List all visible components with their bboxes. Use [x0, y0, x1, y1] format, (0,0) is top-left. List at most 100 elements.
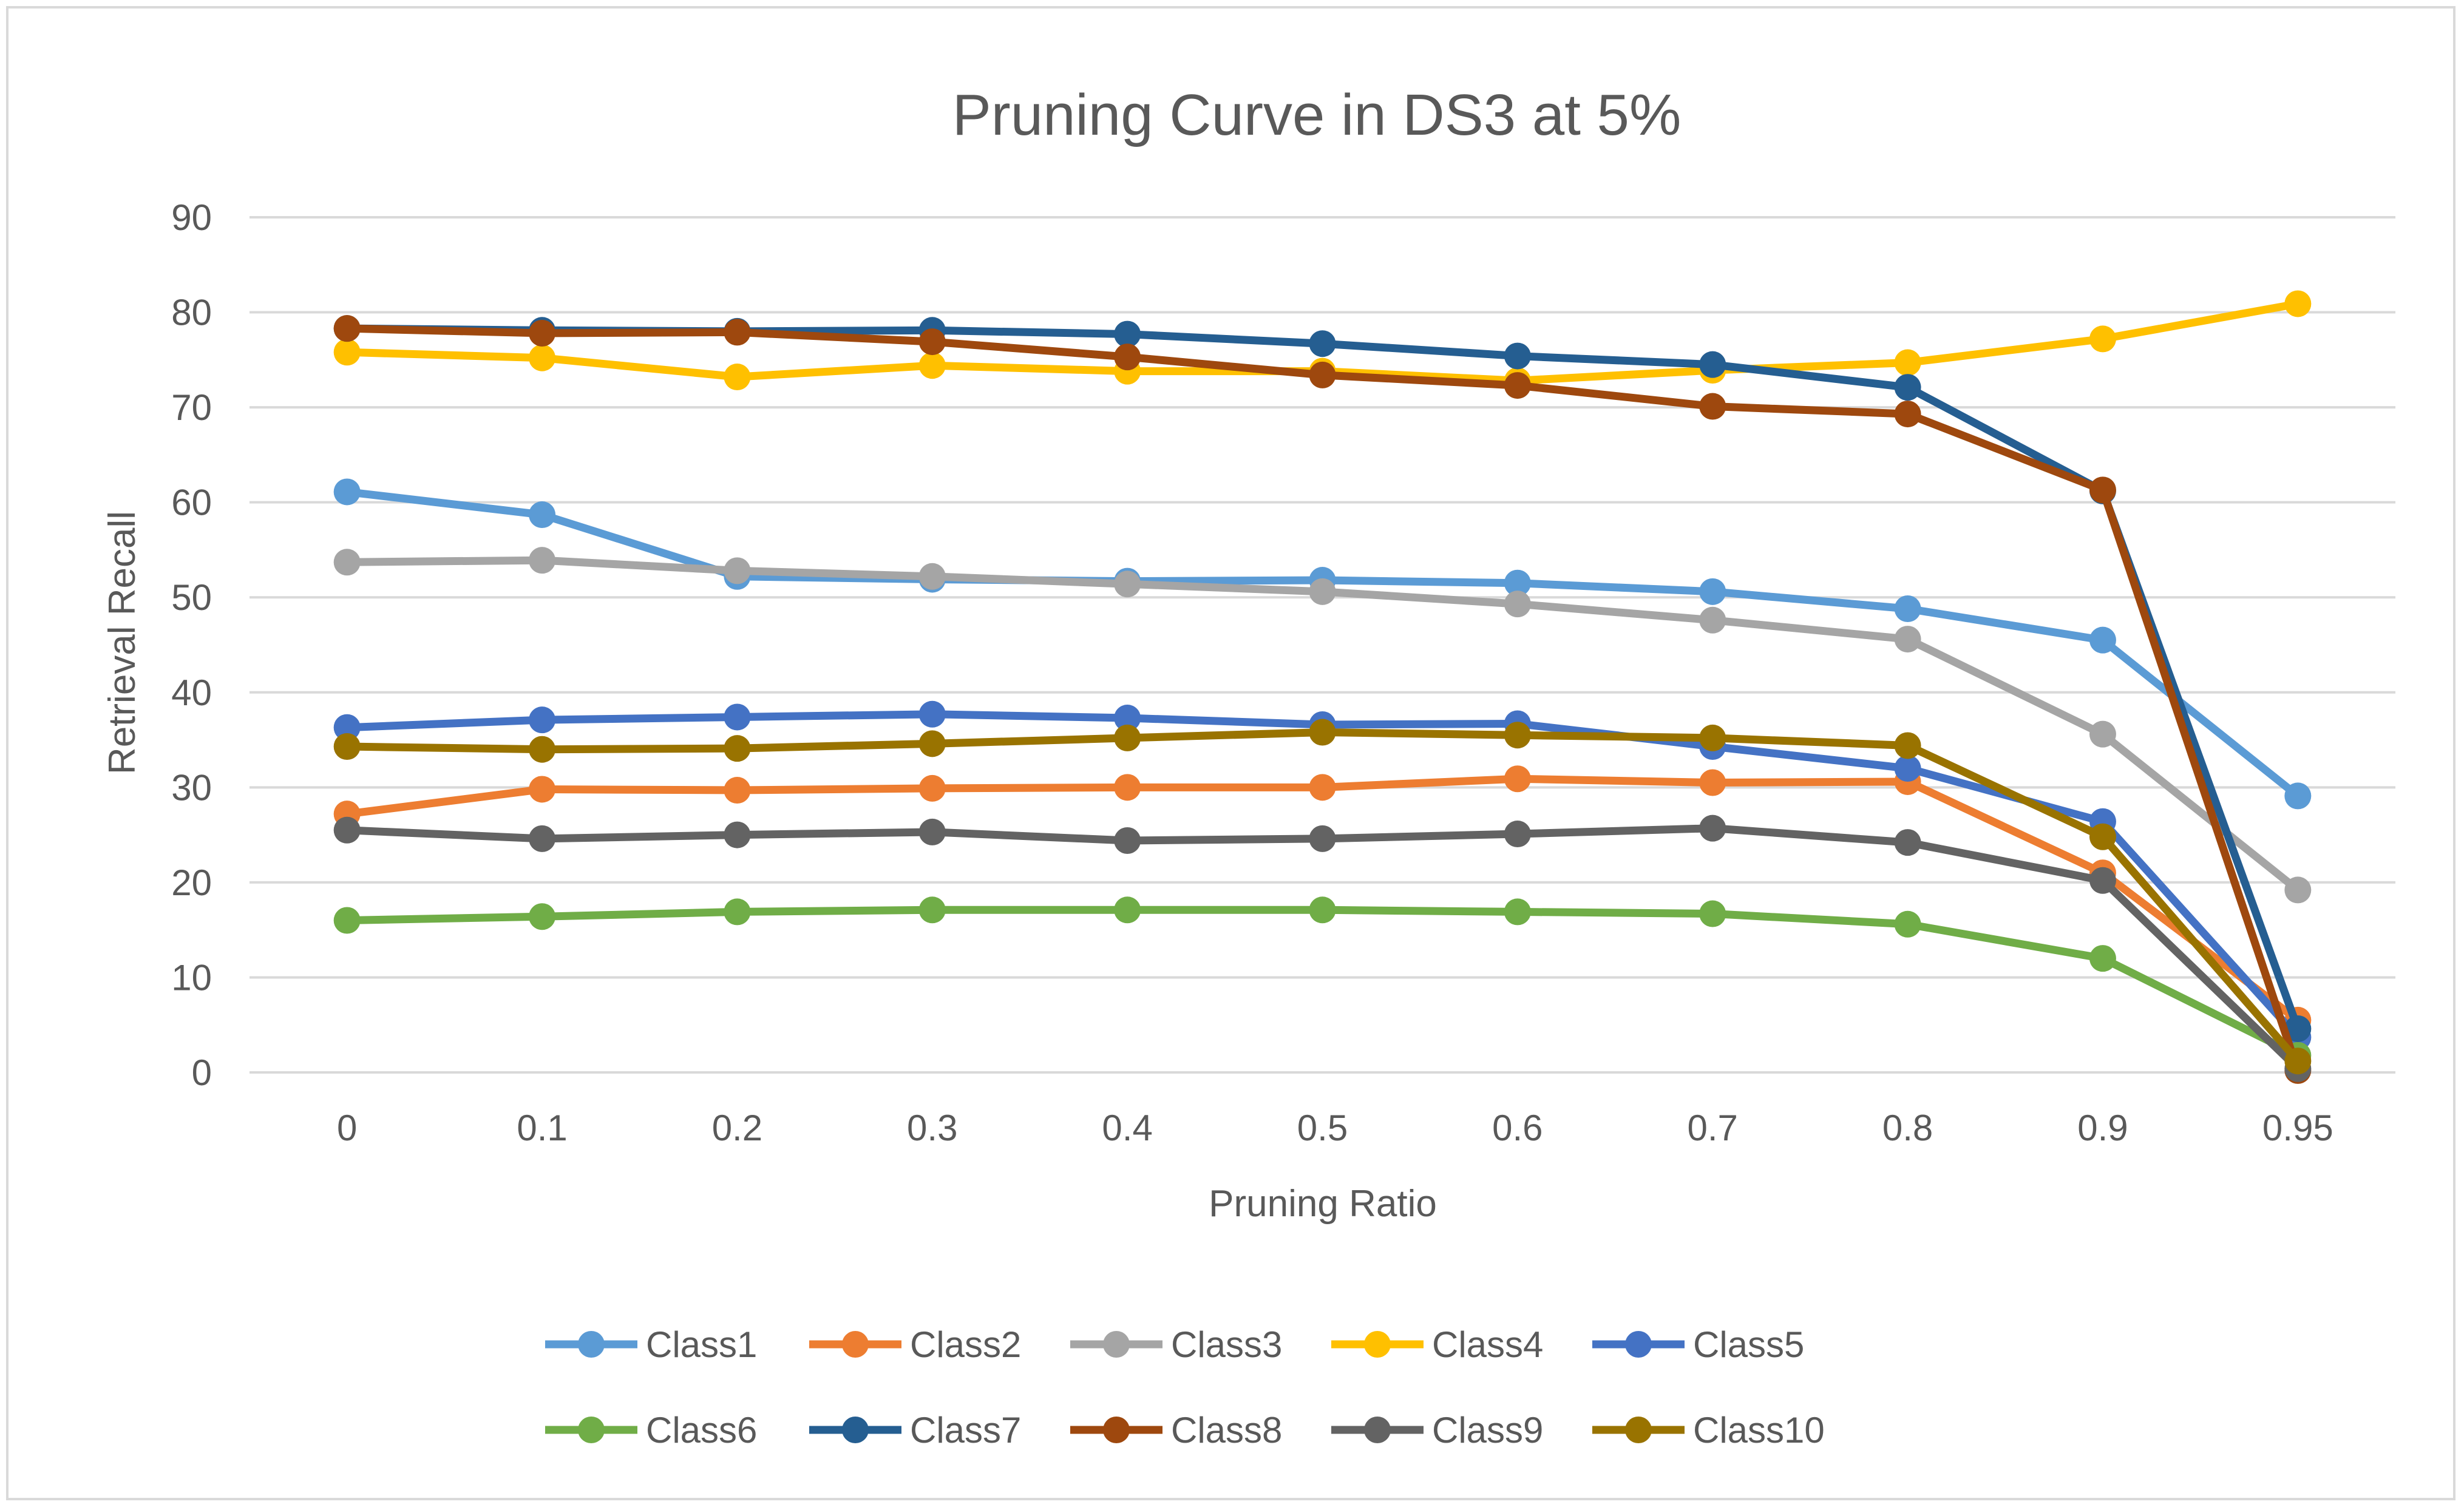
- data-point: [2284, 1015, 2312, 1042]
- series-line: [343, 906, 2302, 1060]
- legend-entry-class6: Class6: [545, 1410, 757, 1451]
- data-point: [2284, 1048, 2312, 1075]
- x-tick-label: 0.9: [2077, 1108, 2128, 1148]
- series-lines: [333, 290, 2312, 1084]
- series-class9: [333, 814, 2312, 1082]
- data-point: [2089, 945, 2116, 972]
- data-point: [724, 821, 751, 848]
- x-tick-label: 0.5: [1297, 1108, 1348, 1148]
- data-point: [1114, 827, 1141, 855]
- x-tick-label: 0.8: [1882, 1108, 1933, 1148]
- data-point: [529, 706, 556, 734]
- x-tick-label: 0.6: [1492, 1108, 1543, 1148]
- data-point: [2284, 290, 2312, 317]
- legend-entry-class5: Class5: [1592, 1324, 1804, 1365]
- data-point: [1504, 372, 1531, 399]
- data-point: [2089, 476, 2116, 504]
- legend-entry-class10: Class10: [1592, 1410, 1825, 1451]
- data-point: [724, 364, 751, 391]
- data-point: [1699, 351, 1726, 378]
- data-point: [333, 478, 361, 506]
- data-point: [1114, 724, 1141, 751]
- data-point: [1699, 769, 1726, 796]
- x-tick-label: 0.7: [1688, 1108, 1738, 1148]
- legend-entry-class8: Class8: [1070, 1410, 1282, 1451]
- data-point: [333, 907, 361, 934]
- data-point: [918, 730, 946, 757]
- data-point: [333, 315, 361, 342]
- data-point: [1699, 606, 1726, 634]
- data-point: [2089, 325, 2116, 353]
- legend-marker: [842, 1331, 869, 1358]
- y-tick-label: 50: [171, 577, 212, 618]
- data-point: [1699, 814, 1726, 842]
- legend-label: Class3: [1171, 1324, 1282, 1365]
- data-point: [1114, 344, 1141, 371]
- data-point: [529, 825, 556, 852]
- data-point: [2284, 782, 2312, 810]
- legend-marker: [1103, 1417, 1130, 1443]
- data-point: [1309, 896, 1336, 924]
- legend-label: Class5: [1693, 1324, 1804, 1365]
- data-point: [1309, 361, 1336, 388]
- legend-label: Class4: [1432, 1324, 1543, 1365]
- legend-marker: [1103, 1331, 1130, 1358]
- data-point: [1114, 774, 1141, 801]
- legend-marker: [1364, 1417, 1391, 1443]
- y-axis-ticks: 0 10 20 30 40 50 60 70 80 90: [171, 197, 212, 1093]
- data-point: [1699, 393, 1726, 420]
- legend-label: Class9: [1432, 1410, 1543, 1451]
- x-tick-label: 0.4: [1102, 1108, 1152, 1148]
- legend-marker: [578, 1417, 605, 1443]
- legend-entry-class4: Class4: [1331, 1324, 1543, 1365]
- x-tick-label: 0.95: [2262, 1108, 2333, 1148]
- data-point: [724, 557, 751, 584]
- legend-marker: [578, 1331, 605, 1358]
- data-point: [918, 352, 946, 379]
- data-point: [1504, 765, 1531, 793]
- data-point: [724, 735, 751, 762]
- x-tick-label: 0: [337, 1108, 357, 1148]
- y-tick-label: 60: [171, 482, 212, 523]
- legend-entry-class1: Class1: [545, 1324, 757, 1365]
- data-point: [918, 328, 946, 356]
- data-point: [529, 736, 556, 763]
- data-point: [918, 818, 946, 845]
- data-point: [529, 776, 556, 803]
- data-point: [1894, 401, 1921, 428]
- legend-entry-class9: Class9: [1331, 1410, 1543, 1451]
- data-point: [1894, 595, 1921, 623]
- y-tick-label: 20: [171, 862, 212, 903]
- series-class8: [333, 315, 2312, 1084]
- legend-marker: [1364, 1331, 1391, 1358]
- data-point: [724, 703, 751, 731]
- chart-frame: Pruning Curve in DS3 at 5% 0 10 20 30 40 50 60…: [6, 6, 2456, 1500]
- y-tick-label: 10: [171, 957, 212, 998]
- x-tick-label: 0.1: [517, 1108, 567, 1148]
- data-point: [2089, 823, 2116, 850]
- legend: Class1 Class2 Class3 Class4 Class5 Class6 Clas…: [545, 1324, 1825, 1451]
- data-point: [1504, 569, 1531, 597]
- data-point: [918, 774, 946, 802]
- data-point: [918, 896, 946, 924]
- series-class1: [333, 478, 2312, 810]
- data-point: [2089, 867, 2116, 894]
- data-point: [1504, 821, 1531, 848]
- data-point: [1114, 320, 1141, 348]
- legend-entry-class2: Class2: [809, 1324, 1021, 1365]
- line-chart: Pruning Curve in DS3 at 5% 0 10 20 30 40 50 60…: [101, 83, 2395, 1451]
- data-point: [918, 563, 946, 590]
- data-point: [1894, 910, 1921, 938]
- y-tick-label: 40: [171, 672, 212, 713]
- series-class3: [333, 547, 2312, 904]
- legend-marker: [1625, 1331, 1652, 1358]
- data-point: [1309, 578, 1336, 605]
- data-point: [2284, 876, 2312, 904]
- legend-label: Class2: [910, 1324, 1021, 1365]
- legend-entry-class3: Class3: [1070, 1324, 1282, 1365]
- data-point: [918, 700, 946, 728]
- data-point: [724, 777, 751, 804]
- series-class6: [333, 896, 2312, 1069]
- data-point: [1894, 349, 1921, 376]
- x-tick-label: 0.3: [907, 1108, 957, 1148]
